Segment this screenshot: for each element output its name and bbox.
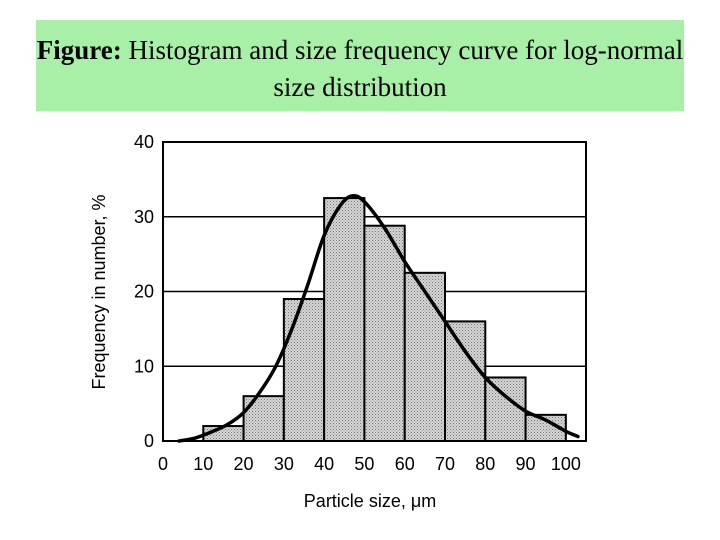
histogram-bar-50-60 [363,224,406,442]
x-tick-label: 20 [234,454,254,474]
x-tick-label: 40 [314,454,334,474]
y-tick-label: 20 [134,282,154,302]
x-tick-label: 10 [193,454,213,474]
x-tick-label: 100 [551,454,581,474]
histogram-bar-30-40 [282,297,326,442]
x-tick-label: 70 [435,454,455,474]
bars-layer [202,197,567,442]
histogram-bar-20-30 [242,395,285,442]
histogram-bar-60-70 [403,271,447,442]
y-tick-label: 10 [134,356,154,376]
x-tick-label: 60 [395,454,415,474]
x-tick-label: 50 [354,454,374,474]
caption-lead: Figure: [36,35,122,65]
plot-frame [162,141,587,442]
y-tick-label: 30 [134,207,154,227]
y-tick-label: 0 [144,431,154,451]
figure-caption: Figure: Histogram and size frequency cur… [36,20,684,111]
y-tick-label: 40 [134,132,154,152]
x-tick-label: 80 [475,454,495,474]
x-axis-label: Particle size, μm [304,491,436,511]
ticks-layer: 0 10 20 30 40 50 60 70 80 90 100 0 10 20 30 40 [134,132,581,474]
histogram-bar-70-80 [444,320,487,442]
caption-text: Histogram and size frequency curve for l… [128,35,684,102]
y-axis-label: Frequency in number, % [89,194,109,389]
histogram-bar-40-50 [323,197,366,442]
x-tick-label: 0 [158,454,168,474]
x-tick-label: 90 [516,454,536,474]
x-tick-label: 30 [274,454,294,474]
frequency-curve [177,193,580,443]
